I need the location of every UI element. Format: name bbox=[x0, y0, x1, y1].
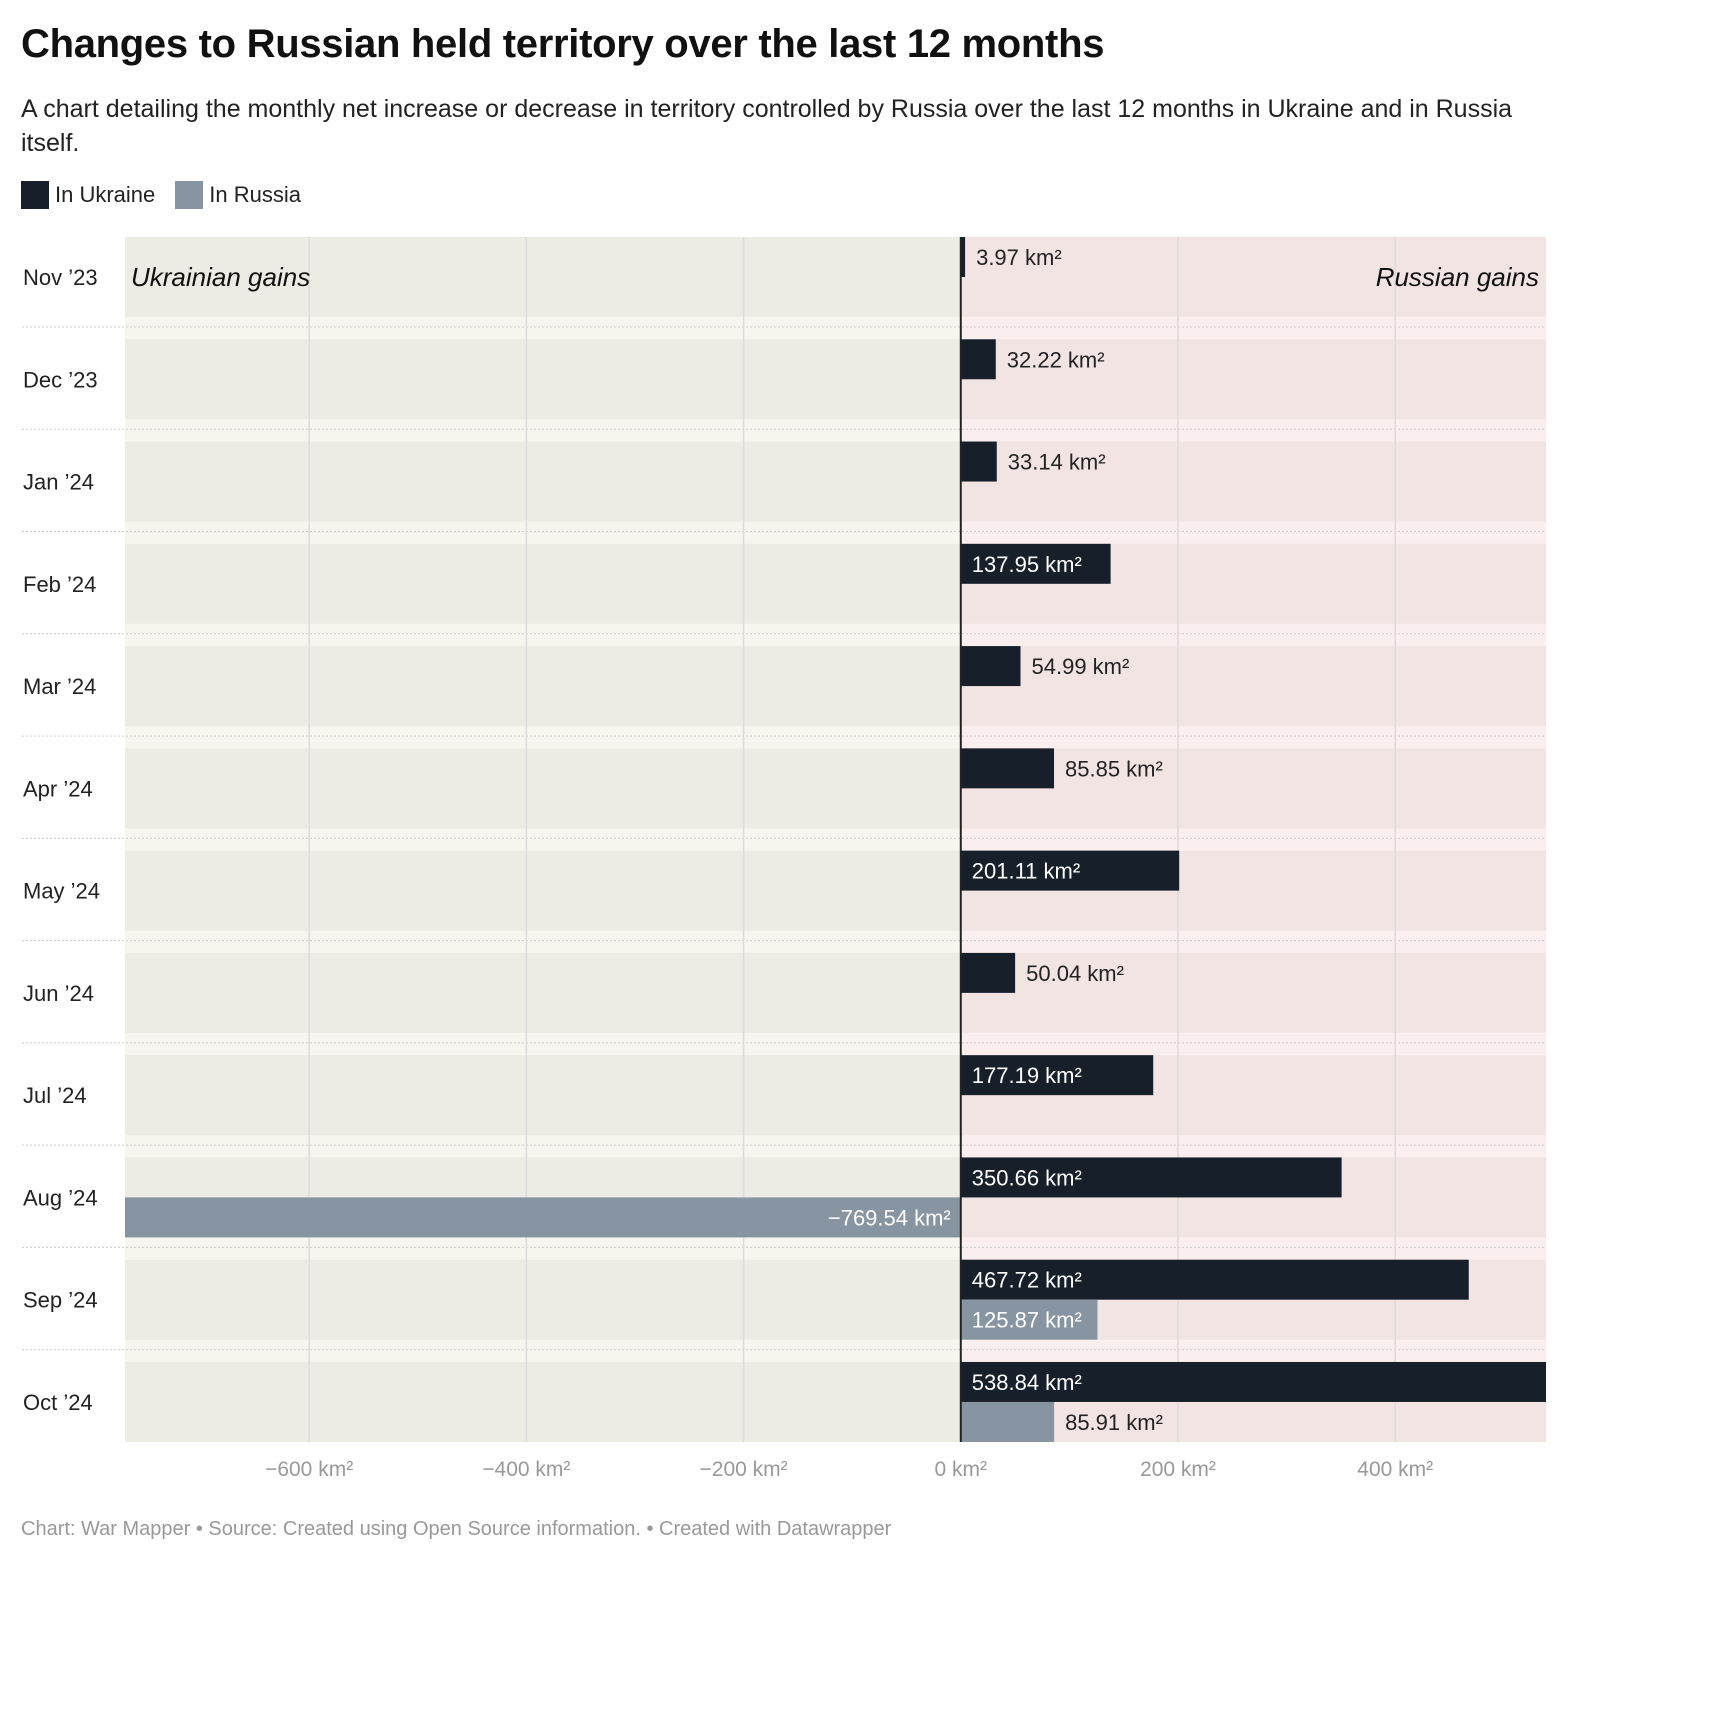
bar-ukraine bbox=[960, 1259, 1469, 1300]
negative-region-band bbox=[125, 441, 961, 522]
positive-region-band bbox=[960, 237, 1546, 317]
negative-region-band bbox=[125, 237, 961, 317]
data-label: 125.87 km² bbox=[972, 1308, 1082, 1333]
positive-region-band bbox=[960, 646, 1546, 727]
negative-region-band bbox=[125, 1055, 961, 1136]
legend-label: In Russia bbox=[209, 182, 301, 207]
data-label: 350.66 km² bbox=[972, 1165, 1082, 1190]
data-label: 177.19 km² bbox=[972, 1063, 1082, 1088]
chart-subtitle: A chart detailing the monthly net increa… bbox=[21, 95, 1513, 157]
legend: In Ukraine In Russia bbox=[21, 181, 301, 209]
negative-region-band bbox=[125, 543, 961, 624]
data-label: 85.85 km² bbox=[1065, 756, 1163, 781]
bar-ukraine bbox=[960, 952, 1016, 993]
y-category-label: Jan ’24 bbox=[23, 470, 94, 495]
chart-title: Changes to Russian held territory over t… bbox=[21, 22, 1105, 66]
negative-region-gap bbox=[125, 237, 961, 1442]
data-label: 137.95 km² bbox=[972, 552, 1082, 577]
negative-region-band bbox=[125, 646, 961, 727]
positive-region-band bbox=[960, 952, 1546, 1033]
y-category-label: Jun ’24 bbox=[23, 981, 94, 1006]
bar-russia bbox=[125, 1197, 961, 1238]
bar-ukraine bbox=[960, 1157, 1342, 1198]
bar-ukraine bbox=[960, 237, 966, 277]
footer-credits: Chart: War Mapper • Source: Created usin… bbox=[21, 1518, 892, 1540]
bar-russia bbox=[960, 1401, 1055, 1442]
legend-label: In Ukraine bbox=[55, 182, 156, 207]
positive-region-band bbox=[960, 441, 1546, 522]
annotation-russian-gains: Russian gains bbox=[1376, 262, 1539, 292]
bar-ukraine bbox=[960, 646, 1021, 687]
x-tick-label: 200 km² bbox=[1140, 1458, 1216, 1481]
x-tick-label: −600 km² bbox=[265, 1458, 353, 1481]
negative-region-band bbox=[125, 850, 961, 931]
bar-ukraine bbox=[960, 1361, 1546, 1402]
data-label: 33.14 km² bbox=[1008, 450, 1106, 475]
y-category-label: Sep ’24 bbox=[23, 1288, 98, 1313]
negative-region-band bbox=[125, 1361, 961, 1442]
bar-ukraine bbox=[960, 1055, 1154, 1096]
legend-swatch bbox=[21, 181, 49, 209]
legend-item-russia: In Russia bbox=[175, 181, 301, 209]
data-label: 32.22 km² bbox=[1007, 347, 1105, 372]
bar-ukraine bbox=[960, 441, 997, 482]
data-label: 50.04 km² bbox=[1026, 961, 1124, 986]
bar-russia bbox=[960, 1299, 1098, 1340]
data-label: −769.54 km² bbox=[828, 1205, 951, 1230]
y-category-label: Nov ’23 bbox=[23, 265, 98, 290]
negative-region-band bbox=[125, 952, 961, 1033]
legend-swatch bbox=[175, 181, 204, 209]
bar-ukraine bbox=[960, 543, 1111, 584]
x-tick-label: −200 km² bbox=[700, 1458, 788, 1481]
bar-ukraine bbox=[960, 339, 996, 380]
x-tick-label: −400 km² bbox=[482, 1458, 570, 1481]
y-category-label: Apr ’24 bbox=[23, 776, 93, 801]
data-label: 85.91 km² bbox=[1065, 1410, 1163, 1435]
negative-region-band bbox=[125, 1259, 961, 1340]
negative-region-band bbox=[125, 748, 961, 829]
y-category-label: May ’24 bbox=[23, 879, 100, 904]
positive-region-band bbox=[960, 339, 1546, 420]
x-tick-label: 400 km² bbox=[1357, 1458, 1433, 1481]
positive-region-band bbox=[960, 748, 1546, 829]
positive-region-gap bbox=[960, 237, 1546, 1442]
y-category-label: Dec ’23 bbox=[23, 367, 98, 392]
y-category-label: Aug ’24 bbox=[23, 1185, 98, 1210]
data-label: 538.84 km² bbox=[972, 1370, 1082, 1395]
data-label: 54.99 km² bbox=[1032, 654, 1130, 679]
legend-item-ukraine: In Ukraine bbox=[21, 181, 155, 209]
negative-region-band bbox=[125, 339, 961, 420]
x-tick-label: 0 km² bbox=[935, 1458, 988, 1481]
data-label: 3.97 km² bbox=[976, 245, 1062, 270]
y-category-label: Oct ’24 bbox=[23, 1390, 93, 1415]
y-category-label: Feb ’24 bbox=[23, 572, 96, 597]
bar-chart: −600 km² −400 km² −200 km² 0 km² 200 km² 400 … bbox=[22, 237, 1546, 1481]
y-category-label: Jul ’24 bbox=[23, 1083, 87, 1108]
data-label: 467.72 km² bbox=[972, 1268, 1082, 1293]
data-label: 201.11 km² bbox=[972, 859, 1080, 884]
bar-ukraine bbox=[960, 850, 1180, 891]
annotation-ukrainian-gains: Ukrainian gains bbox=[131, 262, 310, 292]
y-category-label: Mar ’24 bbox=[23, 674, 96, 699]
bar-ukraine bbox=[960, 748, 1055, 789]
